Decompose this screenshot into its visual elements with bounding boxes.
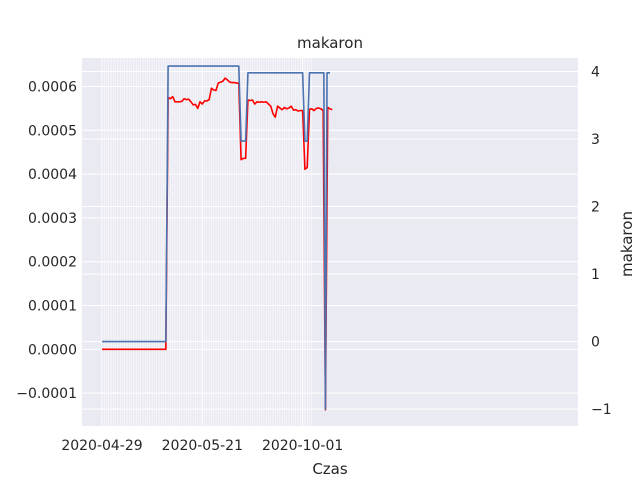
y2-tick-label: −1: [591, 402, 612, 418]
x-tick-label: 2020-04-29: [61, 438, 142, 454]
series-layer: [102, 65, 333, 411]
y2-tick-label: 1: [591, 267, 600, 283]
y-tick-label: 0.0002: [28, 255, 77, 271]
tick-labels: −0.0001 0.0000 0.0001 0.0002 0.0003 0.0004 0.0…: [16, 65, 611, 454]
x-tick-label: 2020-05-21: [162, 438, 243, 454]
y2-tick-label: 3: [591, 132, 600, 148]
y2-tick-label: 2: [591, 200, 600, 216]
major-gridlines: [82, 58, 578, 426]
plot-background: [82, 58, 578, 426]
x-minor-gridlines: [101, 58, 313, 426]
y-tick-label: 0.0005: [28, 123, 77, 139]
series-line-left-axis: [102, 77, 333, 411]
y2-tick-label: 4: [591, 65, 600, 81]
series-line-right-axis: [102, 65, 330, 410]
y-tick-label: 0.0001: [28, 299, 77, 315]
chart-title: makaron: [297, 34, 363, 52]
y2-tick-label: 0: [591, 335, 600, 351]
x-axis-label: Czas: [312, 460, 348, 478]
y-tick-label: 0.0003: [28, 211, 77, 227]
y-tick-label: 0.0004: [28, 167, 77, 183]
y-tick-label: 0.0006: [28, 79, 77, 95]
y-tick-label: −0.0001: [16, 386, 77, 402]
x-tick-label: 2020-10-01: [262, 438, 343, 454]
y2-axis-label: makaron: [618, 211, 636, 277]
y-tick-label: 0.0000: [28, 342, 77, 358]
